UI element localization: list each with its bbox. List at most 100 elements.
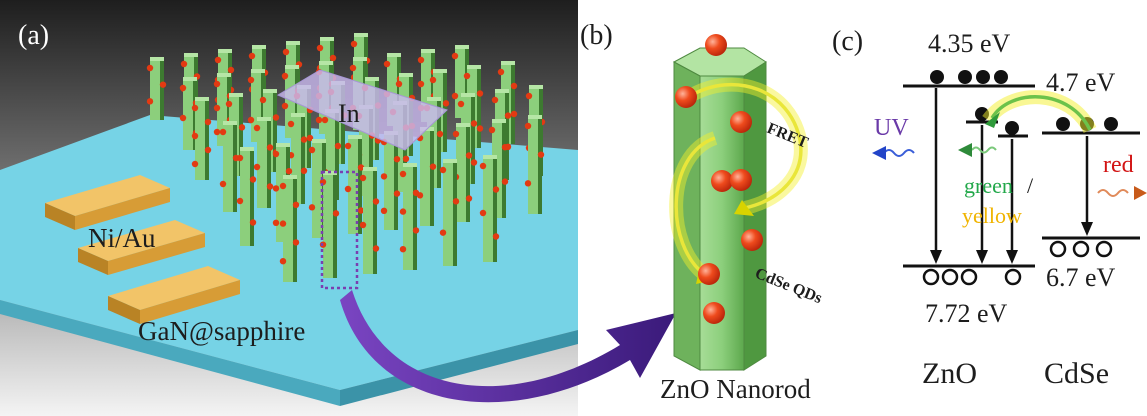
quantum-dot: [179, 84, 187, 92]
quantum-dot: [316, 44, 324, 52]
quantum-dot: [479, 209, 487, 217]
quantum-dot: [292, 239, 300, 246]
quantum-dot: [711, 170, 733, 192]
quantum-dot: [272, 219, 280, 226]
nanorod: [253, 117, 274, 208]
quantum-dot: [249, 219, 257, 226]
fret-arrow-upper: [689, 82, 803, 210]
quantum-dot: [501, 178, 509, 185]
quantum-dot: [266, 183, 274, 190]
quantum-dot: [395, 80, 403, 88]
quantum-dot: [501, 144, 509, 151]
quantum-dot: [452, 198, 460, 205]
fret-arrow-lower: [674, 136, 716, 277]
quantum-dot: [279, 220, 287, 227]
nanorod: [399, 163, 420, 270]
nanorod: [191, 97, 212, 180]
quantum-dot: [436, 130, 444, 138]
panel-b-label: (b): [580, 20, 613, 51]
quantum-dot: [308, 204, 316, 211]
uv-label: UV: [874, 115, 909, 141]
quantum-dot: [191, 132, 199, 140]
red-transition-arrow: [1081, 136, 1093, 236]
quantum-dot: [249, 176, 257, 183]
zno-axis-label: ZnO: [922, 357, 977, 390]
quantum-dot: [191, 104, 199, 112]
quantum-dot: [452, 130, 460, 138]
quantum-dot: [306, 134, 314, 142]
green-transition-arrow: [976, 125, 988, 264]
panel-c-label: (c): [832, 26, 863, 57]
quantum-dot: [730, 169, 752, 191]
quantum-dot: [380, 207, 388, 214]
nanorod: [479, 155, 500, 262]
zno-vb-energy: 7.72 eV: [925, 299, 1008, 328]
quantum-dot: [259, 96, 267, 104]
quantum-dot: [393, 156, 401, 163]
electron: [1005, 121, 1019, 135]
quantum-dot: [457, 100, 465, 108]
quantum-dot: [497, 68, 505, 76]
quantum-dot: [730, 111, 752, 133]
quantum-dot: [279, 182, 287, 190]
quantum-dot: [359, 174, 367, 182]
quantum-dot: [492, 186, 500, 193]
quantum-dot: [439, 166, 447, 174]
selection-box: [320, 170, 359, 290]
quantum-dot: [179, 114, 187, 122]
quantum-dot: [281, 72, 289, 80]
quantum-dot: [525, 92, 533, 100]
fret-arrowhead-upper: [734, 200, 754, 216]
quantum-dot: [214, 56, 222, 64]
panel-c: (c): [832, 26, 1147, 390]
quantum-dot: [159, 81, 167, 88]
yellow-label: yellow: [962, 203, 1022, 228]
quantum-dot: [272, 150, 280, 158]
quantum-dot: [213, 104, 221, 112]
quantum-dot: [236, 154, 244, 162]
quantum-dot: [300, 167, 308, 174]
hole: [1095, 240, 1113, 258]
quantum-dot: [380, 173, 388, 180]
quantum-dot: [292, 201, 300, 208]
quantum-dot: [219, 128, 227, 136]
nanorod: [524, 115, 545, 214]
quantum-dot: [272, 114, 280, 121]
hole: [1049, 240, 1067, 258]
quantum-dot: [350, 40, 358, 48]
quantum-dot: [227, 66, 235, 74]
quantum-dot: [359, 221, 367, 229]
nanorod: [359, 167, 380, 274]
quantum-dot: [308, 146, 316, 154]
quantum-dot: [429, 163, 437, 170]
electron: [958, 70, 972, 84]
quantum-dot: [417, 80, 425, 88]
quantum-dot: [510, 110, 518, 118]
quantum-dot: [253, 163, 261, 171]
quantum-dot: [463, 72, 471, 80]
quantum-dot: [300, 136, 308, 143]
transfer-arrow: [990, 95, 1092, 131]
quantum-dot: [357, 164, 365, 171]
hole: [960, 268, 978, 286]
electron: [930, 70, 944, 84]
quantum-dot: [247, 116, 255, 124]
panel-a: (a) In Ni/Au GaN@sapphire: [0, 0, 578, 416]
quantum-dot: [266, 144, 274, 151]
quantum-dot: [238, 124, 246, 131]
hole: [922, 268, 940, 286]
quantum-dot: [247, 76, 255, 84]
quantum-dot: [698, 263, 720, 285]
uv-emission-arrow: [872, 146, 915, 160]
quantum-dot: [344, 142, 352, 150]
quantum-dot: [281, 102, 289, 110]
quantum-dot: [372, 245, 380, 252]
quantum-dot: [225, 100, 233, 108]
quantum-dot: [451, 92, 459, 100]
quantum-dot: [204, 118, 212, 126]
quantum-dot: [429, 76, 437, 84]
quantum-dot: [399, 170, 407, 178]
electron: [1056, 117, 1070, 131]
quantum-dot: [321, 116, 329, 124]
electron: [1104, 117, 1118, 131]
